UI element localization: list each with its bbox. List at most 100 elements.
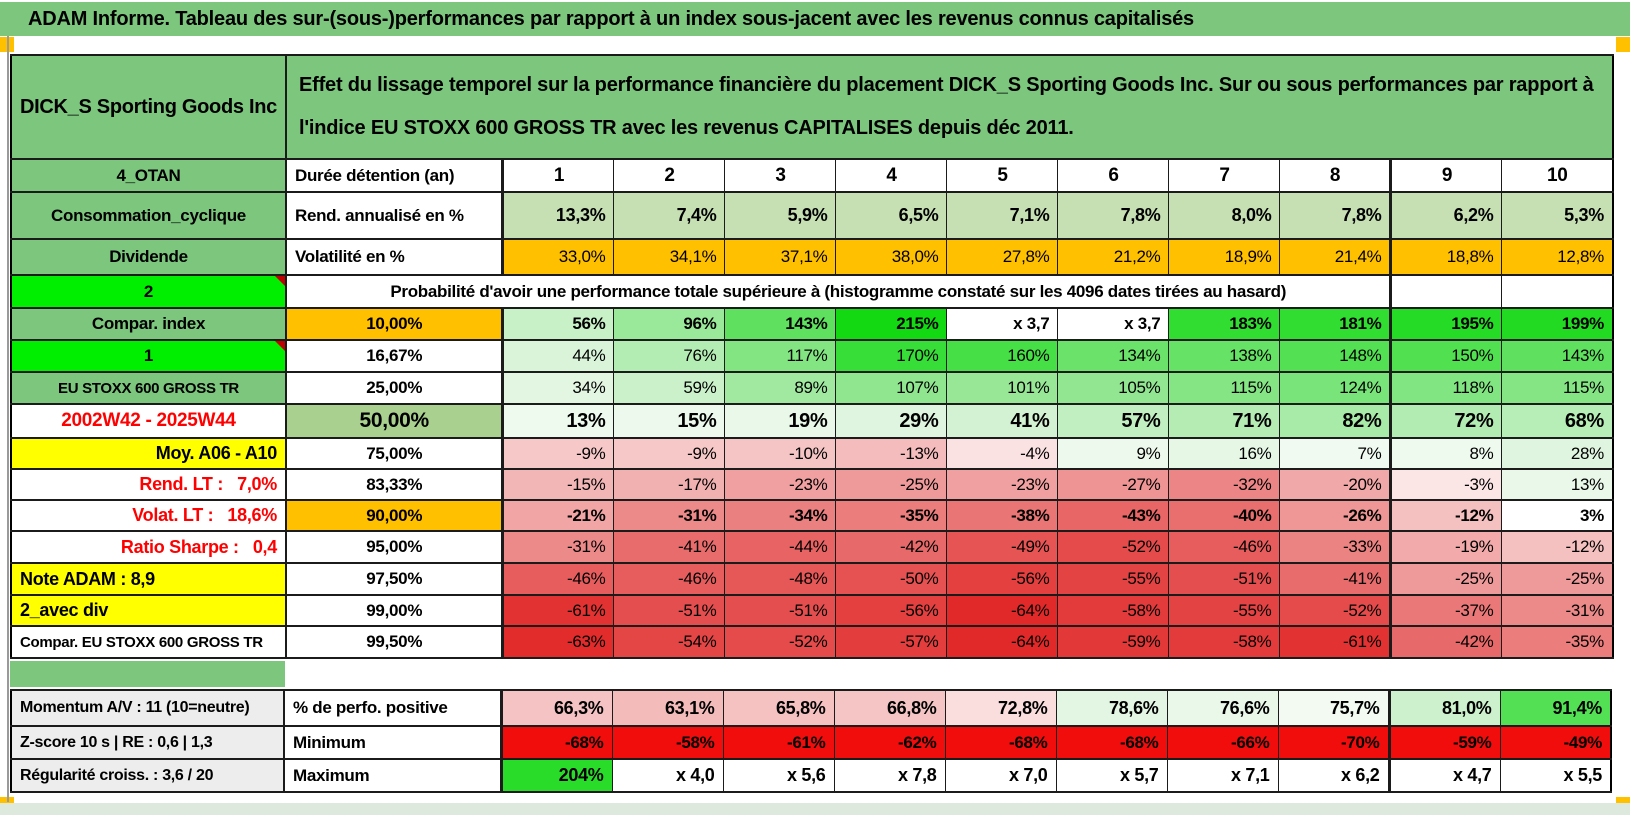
data-cell[interactable]: 160% [946,339,1059,373]
data-cell[interactable]: -3% [1389,468,1503,501]
data-cell[interactable]: 117% [724,339,837,373]
data-cell[interactable]: -31% [501,530,615,564]
row-label-b[interactable]: 99,50% [284,625,504,659]
data-cell[interactable]: 5,9% [724,191,837,240]
data-cell[interactable]: 34,1% [613,238,726,276]
row-label-a[interactable]: Moy. A06 - A10 [10,437,287,470]
data-cell[interactable]: 105% [1057,371,1170,405]
data-cell[interactable]: -62% [833,725,946,760]
row-label-b[interactable]: Minimum [283,725,502,760]
data-cell[interactable]: 124% [1279,371,1392,405]
data-cell[interactable]: 66,3% [499,689,613,727]
data-cell[interactable] [1501,274,1614,309]
data-cell[interactable]: 115% [1501,371,1614,405]
data-cell[interactable]: -49% [1499,725,1612,760]
row-label-b[interactable]: 10,00% [284,307,504,341]
data-cell[interactable]: 6 [1057,158,1170,193]
row-label-a[interactable]: Compar. EU STOXX 600 GROSS TR [10,625,287,659]
data-cell[interactable]: 65,8% [722,689,835,727]
data-cell[interactable]: -56% [835,594,948,627]
data-cell[interactable]: 115% [1168,371,1281,405]
data-cell[interactable]: 38,0% [835,238,948,276]
data-cell[interactable]: 107% [835,371,948,405]
data-cell[interactable]: 78,6% [1055,689,1168,727]
data-cell[interactable]: -32% [1168,468,1281,501]
data-cell[interactable]: -37% [1389,594,1503,627]
data-cell[interactable]: -13% [835,437,948,470]
data-cell[interactable]: -63% [501,625,615,659]
data-cell[interactable]: -35% [835,499,948,532]
row-label-a[interactable]: 2 [10,274,287,309]
data-cell[interactable]: 1 [501,158,615,193]
row-label-a[interactable]: 1 [10,339,287,373]
data-cell[interactable]: x 3,7 [946,307,1059,341]
data-cell[interactable]: -4% [946,437,1059,470]
data-cell[interactable]: x 4,7 [1387,758,1501,793]
data-cell[interactable]: 183% [1168,307,1281,341]
row-label-a[interactable]: Volat. LT : 18,6% [10,499,287,532]
row-label-b[interactable]: Durée détention (an) [284,158,504,193]
data-cell[interactable]: -33% [1279,530,1392,564]
data-cell[interactable]: -21% [501,499,615,532]
data-cell[interactable]: 66,8% [833,689,946,727]
data-cell[interactable]: 4 [835,158,948,193]
data-cell[interactable]: x 4,0 [611,758,724,793]
data-cell[interactable]: -68% [1055,725,1168,760]
data-cell[interactable]: 75,7% [1277,689,1390,727]
row-label-b[interactable]: 97,50% [284,562,504,596]
data-cell[interactable]: 5 [946,158,1059,193]
data-cell[interactable]: 81,0% [1387,689,1501,727]
data-cell[interactable]: x 6,2 [1277,758,1390,793]
data-cell[interactable]: 7% [1279,437,1392,470]
row-label-b[interactable]: % de perfo. positive [283,689,502,727]
data-cell[interactable]: 15% [613,403,726,439]
row-label-a[interactable]: Z-score 10 s | RE : 0,6 | 1,3 [10,725,285,760]
data-cell[interactable]: -70% [1277,725,1390,760]
data-cell[interactable]: 21,4% [1279,238,1392,276]
data-cell[interactable]: 8% [1389,437,1503,470]
data-cell[interactable]: -58% [611,725,724,760]
data-cell[interactable]: -25% [1389,562,1503,596]
data-cell[interactable]: 71% [1168,403,1281,439]
row-label-b[interactable]: 90,00% [284,499,504,532]
data-cell[interactable] [1389,274,1503,309]
data-cell[interactable]: -58% [1057,594,1170,627]
row-label-a[interactable]: Rend. LT : 7,0% [10,468,287,501]
description-cell[interactable]: Effet du lissage temporel sur la perform… [284,54,1614,160]
data-cell[interactable]: 37,1% [724,238,837,276]
data-cell[interactable]: -40% [1168,499,1281,532]
row-label-b[interactable]: 50,00% [284,403,504,439]
data-cell[interactable]: 13,3% [501,191,615,240]
data-cell[interactable]: 13% [501,403,615,439]
data-cell[interactable]: 34% [501,371,615,405]
row-label-b[interactable]: Volatilité en % [284,238,504,276]
data-cell[interactable]: -50% [835,562,948,596]
data-cell[interactable]: 118% [1389,371,1503,405]
data-cell[interactable]: x 5,5 [1499,758,1612,793]
data-cell[interactable]: 16% [1168,437,1281,470]
data-cell[interactable]: -12% [1389,499,1503,532]
data-cell[interactable]: 44% [501,339,615,373]
row-label-a[interactable]: Momentum A/V : 11 (10=neutre) [10,689,285,727]
data-cell[interactable]: -61% [1279,625,1392,659]
data-cell[interactable]: x 7,8 [833,758,946,793]
data-cell[interactable]: 56% [501,307,615,341]
data-cell[interactable]: 33,0% [501,238,615,276]
row-label-a[interactable]: 4_OTAN [10,158,287,193]
data-cell[interactable]: 72,8% [944,689,1057,727]
data-cell[interactable]: -55% [1057,562,1170,596]
data-cell[interactable]: 2 [613,158,726,193]
data-cell[interactable]: -34% [724,499,837,532]
data-cell[interactable]: -42% [1389,625,1503,659]
data-cell[interactable]: 63,1% [611,689,724,727]
data-cell[interactable]: 3 [724,158,837,193]
row-label-a[interactable]: Ratio Sharpe : 0,4 [10,530,287,564]
data-cell[interactable]: -31% [1501,594,1614,627]
row-label-a[interactable]: 2002W42 - 2025W44 [10,403,287,439]
data-cell[interactable]: -46% [501,562,615,596]
data-cell[interactable]: -66% [1166,725,1279,760]
data-cell[interactable]: 199% [1501,307,1614,341]
data-cell[interactable]: 13% [1501,468,1614,501]
data-cell[interactable]: -41% [1279,562,1392,596]
data-cell[interactable]: 7,4% [613,191,726,240]
